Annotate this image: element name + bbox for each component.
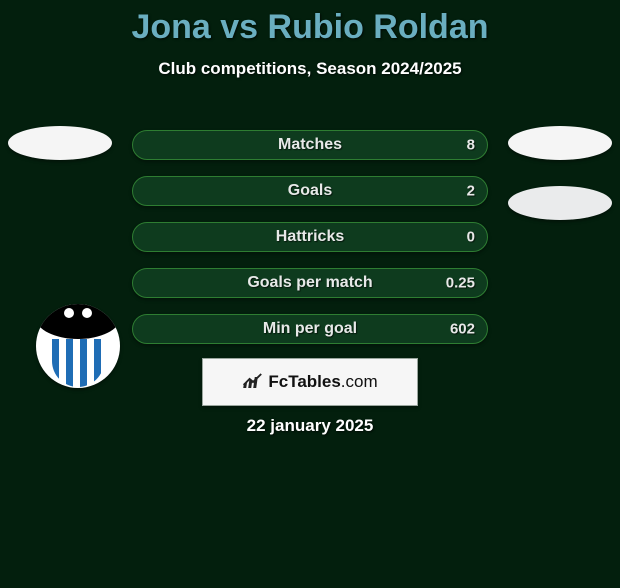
stat-bar-label: Hattricks (276, 228, 344, 246)
stat-bar: Min per goal 602 (132, 314, 488, 344)
stat-bar-value: 0 (467, 229, 475, 246)
left-team-badge (36, 304, 120, 388)
left-team-chip (8, 126, 112, 160)
page-title: Jona vs Rubio Roldan (0, 8, 620, 47)
site-logo-box: FcTables.com (202, 358, 418, 406)
stat-bar-label: Min per goal (263, 320, 357, 338)
badge-stripes (52, 339, 104, 387)
badge-eye-left (64, 308, 74, 318)
right-team-column (508, 126, 612, 220)
stat-bar-value: 602 (450, 321, 475, 338)
stat-bar-label: Matches (278, 136, 342, 154)
badge-head (36, 304, 120, 339)
stat-bar-value: 2 (467, 183, 475, 200)
stat-bar-value: 8 (467, 137, 475, 154)
badge-eye-right (82, 308, 92, 318)
left-team-column (8, 126, 112, 160)
stat-bar: Hattricks 0 (132, 222, 488, 252)
stat-bar: Goals per match 0.25 (132, 268, 488, 298)
stat-bar-value: 0.25 (446, 275, 475, 292)
stat-bar-label: Goals (288, 182, 332, 200)
right-team-chip-1 (508, 126, 612, 160)
stat-bar: Matches 8 (132, 130, 488, 160)
logo-brand: FcTables (268, 372, 340, 391)
logo-domain: .com (341, 372, 378, 391)
stat-bar: Goals 2 (132, 176, 488, 206)
stat-bars: Matches 8 Goals 2 Hattricks 0 Goals per match 0… (132, 130, 488, 344)
subtitle: Club competitions, Season 2024/2025 (0, 59, 620, 79)
date-label: 22 january 2025 (0, 416, 620, 436)
stat-bar-label: Goals per match (247, 274, 372, 292)
right-team-chip-2 (508, 186, 612, 220)
chart-icon (241, 371, 264, 394)
site-logo-text: FcTables.com (268, 372, 377, 392)
